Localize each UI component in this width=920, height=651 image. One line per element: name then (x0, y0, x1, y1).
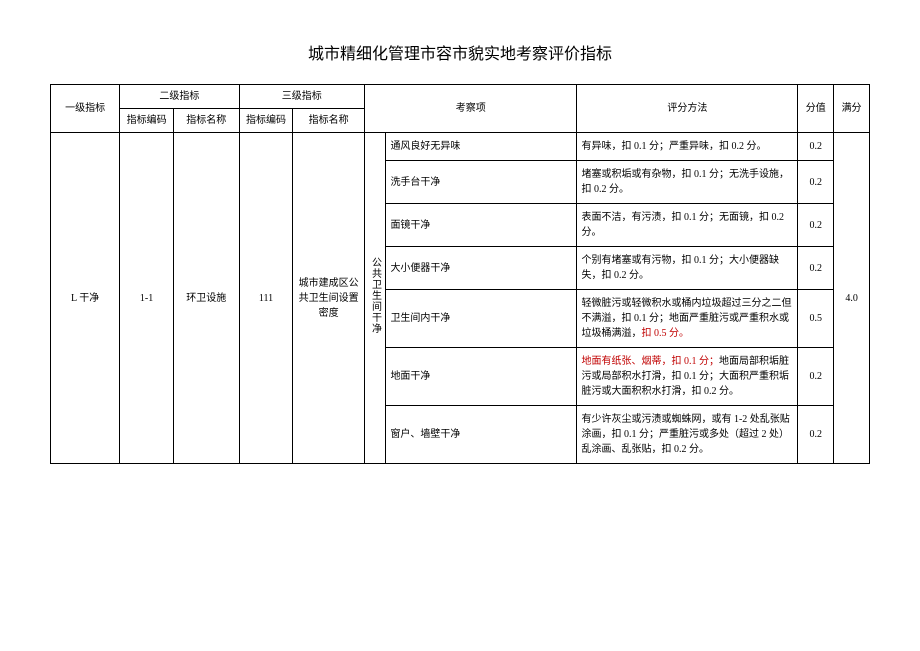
cell-method: 有异味，扣 0.1 分；严重异味，扣 0.2 分。 (577, 133, 798, 161)
header-name2: 指标名称 (173, 109, 239, 133)
header-name3: 指标名称 (293, 109, 365, 133)
cell-score: 0.5 (798, 290, 834, 348)
cell-vertical: 公共卫生间干净 (364, 133, 385, 464)
header-full: 满分 (834, 85, 870, 133)
header-item: 考察项 (364, 85, 577, 133)
cell-score: 0.2 (798, 406, 834, 464)
table-row: L 干净 1-1 环卫设施 111 城市建成区公共卫生间设置密度 公共卫生间干净… (51, 133, 870, 161)
cell-item: 通风良好无异味 (386, 133, 577, 161)
cell-method: 地面有纸张、烟蒂，扣 0.1 分；地面局部积垢脏污或局部积水打滑，扣 0.1 分… (577, 348, 798, 406)
header-code2: 指标编码 (120, 109, 174, 133)
cell-item: 窗户、墙壁干净 (386, 406, 577, 464)
cell-item: 洗手台干净 (386, 161, 577, 204)
evaluation-table: 一级指标 二级指标 三级指标 考察项 评分方法 分值 满分 指标编码 指标名称 … (50, 84, 870, 464)
header-level3: 三级指标 (239, 85, 364, 109)
cell-method: 轻微脏污或轻微积水或桶内垃圾超过三分之二但不满溢，扣 0.1 分；地面严重脏污或… (577, 290, 798, 348)
cell-item: 卫生间内干净 (386, 290, 577, 348)
cell-name2: 环卫设施 (173, 133, 239, 464)
cell-code3: 111 (239, 133, 293, 464)
table-body: L 干净 1-1 环卫设施 111 城市建成区公共卫生间设置密度 公共卫生间干净… (51, 133, 870, 464)
header-level1: 一级指标 (51, 85, 120, 133)
cell-score: 0.2 (798, 348, 834, 406)
cell-item: 大小便器干净 (386, 247, 577, 290)
cell-score: 0.2 (798, 247, 834, 290)
cell-full: 4.0 (834, 133, 870, 464)
cell-score: 0.2 (798, 204, 834, 247)
cell-method: 堵塞或积垢或有杂物，扣 0.1 分；无洗手设施，扣 0.2 分。 (577, 161, 798, 204)
header-score: 分值 (798, 85, 834, 133)
header-level2: 二级指标 (120, 85, 239, 109)
page-title: 城市精细化管理市容市貌实地考察评价指标 (50, 40, 870, 64)
cell-score: 0.2 (798, 161, 834, 204)
cell-score: 0.2 (798, 133, 834, 161)
cell-method: 有少许灰尘或污渍或蜘蛛网，或有 1-2 处乱张贴涂画，扣 0.1 分；严重脏污或… (577, 406, 798, 464)
cell-item: 面镜干净 (386, 204, 577, 247)
cell-code2: 1-1 (120, 133, 174, 464)
cell-name3: 城市建成区公共卫生间设置密度 (293, 133, 365, 464)
cell-method: 个别有堵塞或有污物，扣 0.1 分；大小便器缺失，扣 0.2 分。 (577, 247, 798, 290)
cell-level1: L 干净 (51, 133, 120, 464)
header-method: 评分方法 (577, 85, 798, 133)
header-code3: 指标编码 (239, 109, 293, 133)
cell-item: 地面干净 (386, 348, 577, 406)
cell-method: 表面不洁，有污渍，扣 0.1 分；无面镜，扣 0.2 分。 (577, 204, 798, 247)
